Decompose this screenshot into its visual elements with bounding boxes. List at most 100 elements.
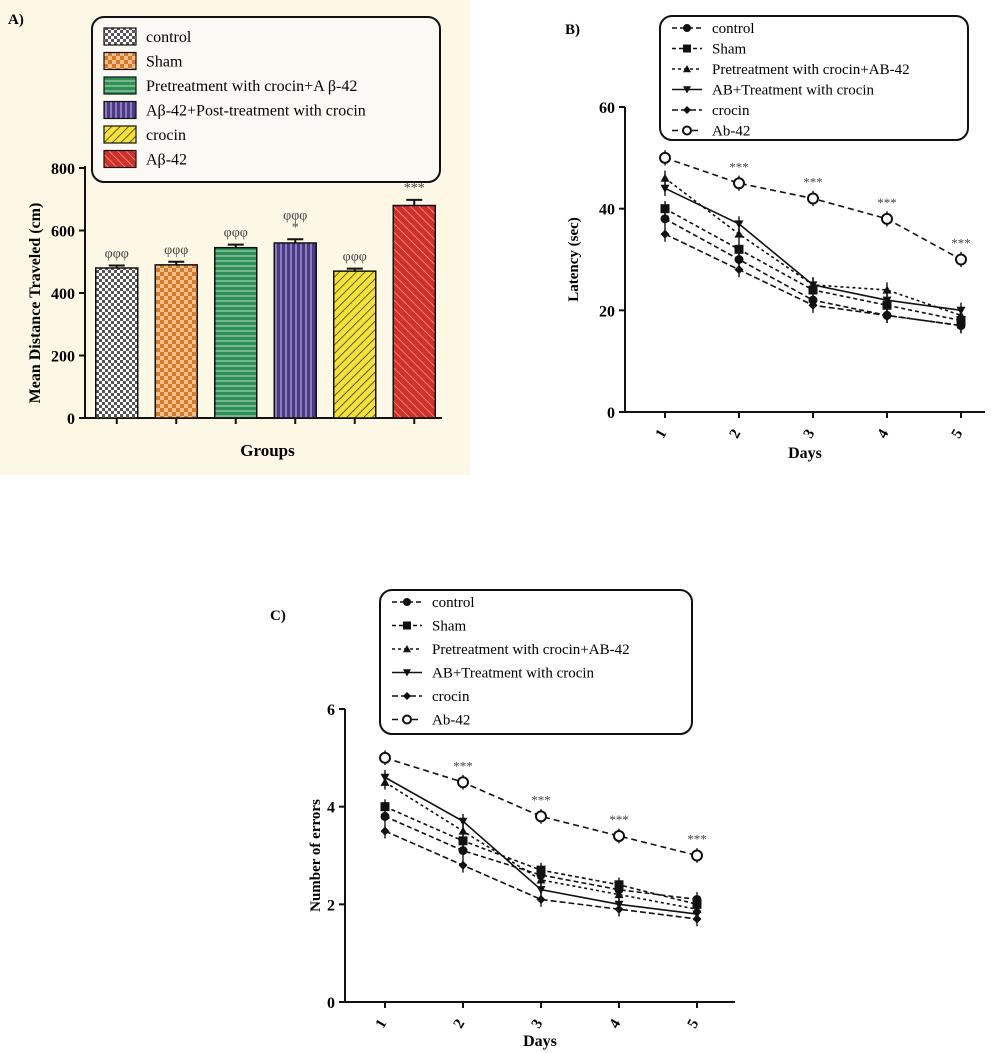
panel-c-label: C)	[270, 608, 286, 624]
panel-a-legend-label: crocin	[146, 127, 186, 144]
panel-c-significance-label: ***	[531, 792, 551, 807]
panel-c-y-tick-label: 0	[327, 995, 335, 1012]
panel-c-x-tick-label: 1	[373, 1017, 391, 1031]
panel-a-y-tick-label: 600	[51, 224, 75, 241]
panel-b-data-point	[660, 184, 670, 193]
panel-b-significance-label: ***	[803, 175, 823, 190]
panel-a-legend-swatch	[103, 51, 137, 71]
panel-b-legend-marker	[683, 24, 691, 32]
panel-c-series-line	[384, 757, 698, 857]
panel-c-x-tick-label: 5	[685, 1017, 703, 1031]
panel-c-data-point	[614, 880, 624, 890]
panel-a-legend-swatch	[103, 27, 137, 46]
panel-b-y-tick-label: 40	[599, 202, 615, 219]
panel-b-data-point	[660, 204, 670, 214]
panel-b-data-point	[955, 253, 967, 266]
panel-b-legend-marker	[682, 125, 692, 136]
panel-b-data-point	[808, 300, 818, 310]
panel-b-legend-box	[659, 15, 969, 141]
panel-b-data-point	[734, 244, 744, 254]
panel-b-x-tick-label: 5	[949, 427, 967, 441]
panel-b-significance-label: ***	[877, 195, 897, 210]
panel-b-data-point	[882, 285, 892, 294]
panel-b-data-point	[734, 220, 744, 229]
panel-b-data-point	[734, 265, 744, 275]
panel-c-data-point	[536, 894, 546, 904]
panel-b-significance-label: ***	[951, 236, 971, 251]
panel-c-x-tick-label: 3	[529, 1017, 547, 1031]
panel-a-y-tick-label: 400	[51, 286, 75, 303]
panel-c-data-point	[536, 865, 546, 875]
panel-c-series-line	[384, 815, 698, 901]
panel-a-bar	[333, 270, 377, 419]
panel-b-data-point	[733, 177, 745, 190]
panel-c-data-point	[458, 817, 468, 826]
panel-c-x-tick-label: 2	[451, 1017, 469, 1031]
panel-b-data-point	[659, 151, 671, 164]
panel-c-legend-label: Ab-42	[432, 713, 470, 729]
panel-c-data-point	[535, 810, 547, 823]
panel-c-legend-label: control	[432, 595, 475, 611]
panel-c-y-tick-label: 4	[327, 800, 335, 817]
panel-a-x-axis-label: Groups	[240, 441, 295, 460]
panel-b-y-tick-label: 20	[599, 303, 615, 320]
panel-a-legend-swatch	[103, 149, 137, 169]
panel-a-bar	[214, 246, 258, 419]
panel-a-legend-box	[91, 16, 441, 183]
panel-a-legend-label: Aβ-42	[146, 152, 187, 169]
panel-b-data-point	[734, 229, 744, 238]
panel-b-legend-label: Pretreatment with crocin+AB-42	[712, 62, 910, 78]
panel-b-legend-marker	[683, 86, 691, 94]
panel-c-x-axis-label: Days	[523, 1033, 557, 1050]
panel-b-legend-label: AB+Treatment with crocin	[712, 83, 875, 99]
panel-b-data-point	[956, 306, 966, 315]
panel-a-legend-label: Pretreatment with crocin+A β-42	[146, 78, 357, 95]
panel-a-y-tick-label: 800	[51, 161, 75, 178]
panel-b-label: B)	[565, 22, 580, 38]
panel-b-legend-marker	[683, 44, 691, 53]
panel-b-x-tick-label: 2	[727, 427, 745, 441]
panel-c-data-point	[614, 890, 624, 899]
panel-b-data-point	[660, 229, 670, 239]
panel-c-y-tick-label: 2	[327, 897, 335, 914]
panel-c-x-tick-label: 4	[607, 1016, 625, 1031]
panel-c-legend-marker	[403, 645, 411, 653]
panel-b-data-point	[807, 192, 819, 205]
panel-b-x-tick-label: 3	[801, 427, 819, 441]
panel-c-data-point	[692, 914, 702, 924]
panel-a-significance-label: φφφ	[224, 226, 248, 241]
panel-c-legend-marker	[402, 714, 412, 725]
panel-c-legend-marker	[403, 598, 411, 606]
panel-c-legend-label: Pretreatment with crocin+AB-42	[432, 642, 630, 658]
panel-c-data-point	[458, 836, 468, 846]
panel-a-significance-label: ***	[404, 181, 425, 196]
panel-b-y-tick-label: 0	[607, 405, 615, 422]
panel-a-y-tick-label: 200	[51, 349, 75, 366]
panel-a-bar	[392, 204, 436, 419]
panel-c-data-point	[536, 875, 546, 884]
panel-c-data-point	[458, 846, 468, 856]
panel-a-significance-label: φφφ	[283, 208, 307, 223]
panel-a-legend-swatch	[103, 76, 137, 95]
panel-b-legend-label: crocin	[712, 103, 750, 119]
panel-b-data-point	[734, 255, 744, 264]
panel-b-data-point	[808, 281, 818, 290]
panel-b-x-axis-label: Days	[788, 445, 822, 462]
panel-a-legend-swatch	[103, 100, 137, 120]
panel-a-legend-label: Aβ-42+Post-treatment with crocin	[146, 103, 366, 120]
panel-a-legend-swatch	[103, 125, 137, 144]
panel-a-bar	[154, 264, 198, 419]
panel-b-data-point	[956, 321, 966, 331]
panel-c-y-axis-label: Number of errors	[308, 799, 324, 912]
panel-b-legend-label: Ab-42	[712, 124, 750, 140]
panel-c-data-point	[380, 773, 390, 782]
panel-c-legend-marker	[403, 669, 411, 677]
panel-c-data-point	[536, 886, 546, 895]
panel-a-significance-label: φφφ	[343, 250, 367, 265]
panel-c-legend-box	[379, 589, 693, 735]
panel-a-legend-label: Sham	[146, 54, 183, 71]
panel-c-y-tick-label: 6	[327, 702, 335, 719]
panel-b-x-tick-label: 4	[875, 426, 893, 441]
panel-b-data-point	[660, 173, 670, 182]
